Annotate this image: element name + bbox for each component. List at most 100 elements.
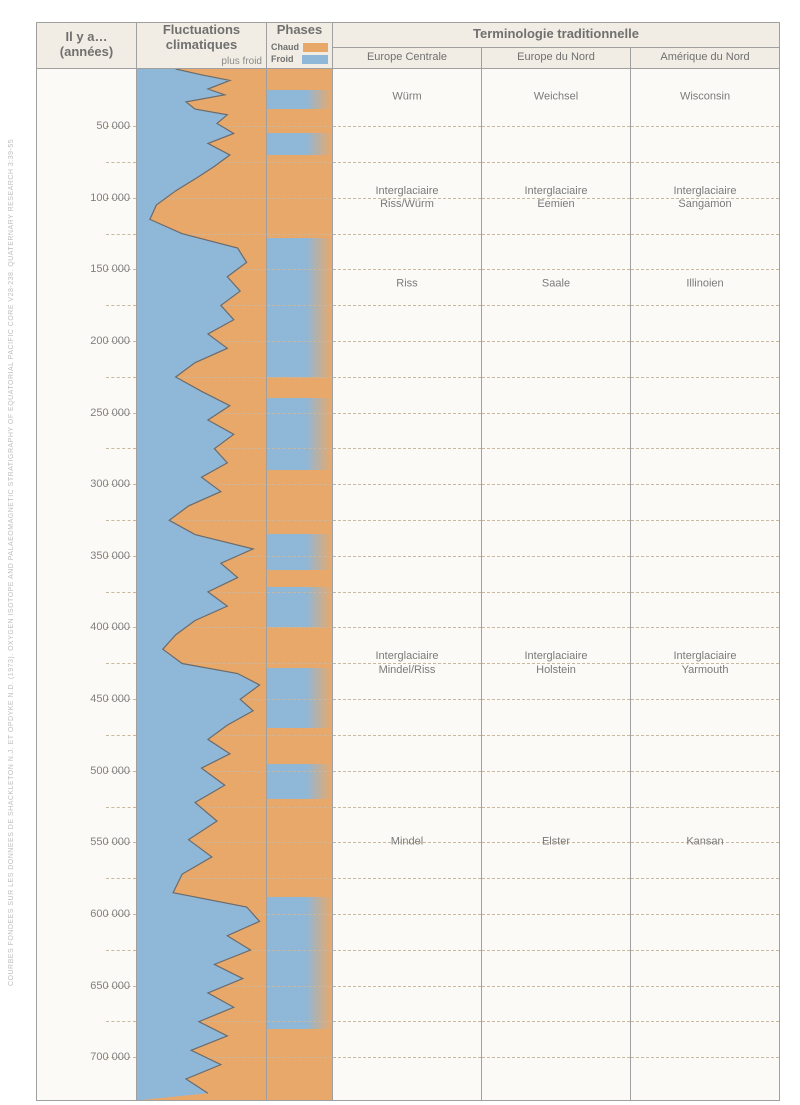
gridline (267, 341, 332, 342)
hdr-term-group-label: Terminologie traditionnelle (473, 26, 639, 41)
term-europe-nord: WeichselInterglaciaire EemienSaaleInterg… (482, 69, 630, 1100)
hdr-eur-c: Europe Centrale (333, 47, 482, 68)
year-label: 350 000 (90, 550, 130, 562)
gridline (267, 663, 332, 664)
gridline (631, 556, 779, 557)
year-tick (106, 520, 136, 521)
year-tick (106, 950, 136, 951)
gridline (333, 592, 481, 593)
gridline (333, 807, 481, 808)
gridline (631, 377, 779, 378)
gridline (267, 842, 332, 843)
term-label: Kansan (631, 836, 779, 849)
term-label: Wisconsin (631, 91, 779, 104)
gridline (482, 520, 630, 521)
years-axis-cell: 50 000100 000150 000200 000250 000300 00… (37, 68, 137, 1100)
phases-column (267, 69, 332, 1100)
gridline (267, 771, 332, 772)
legend-cold-label: Froid (271, 54, 294, 64)
term-eurn-cell: WeichselInterglaciaire EemienSaaleInterg… (482, 68, 631, 1100)
table-header: Il y a… (années) Fluctuations climatique… (37, 23, 780, 69)
term-amerique-nord: WisconsinInterglaciaire SangamonIllinoie… (631, 69, 779, 1100)
gridline (631, 771, 779, 772)
year-tick (106, 305, 136, 306)
gridline (333, 771, 481, 772)
gridline (631, 484, 779, 485)
gridline (267, 305, 332, 306)
gridline (333, 878, 481, 879)
hdr-eur-c-label: Europe Centrale (367, 51, 447, 63)
gridline (631, 448, 779, 449)
year-tick (106, 377, 136, 378)
gridline (631, 592, 779, 593)
year-tick (106, 162, 136, 163)
gridline (333, 448, 481, 449)
phase-cold-band (267, 90, 332, 109)
phase-cold-band (267, 238, 332, 377)
fluct-cell (137, 68, 267, 1100)
gridline (267, 126, 332, 127)
gridline (267, 735, 332, 736)
gridline (482, 914, 630, 915)
gridline (482, 950, 630, 951)
gridline (267, 878, 332, 879)
hdr-years-label: Il y a… (années) (60, 29, 113, 59)
gridline (631, 627, 779, 628)
legend-warm-label: Chaud (271, 42, 299, 52)
year-label: 150 000 (90, 263, 130, 275)
gridline (333, 377, 481, 378)
gridline (482, 699, 630, 700)
years-axis: 50 000100 000150 000200 000250 000300 00… (37, 69, 136, 1100)
gridline (267, 807, 332, 808)
term-label: Saale (482, 277, 630, 290)
term-label: Illinoien (631, 277, 779, 290)
phases-cell (267, 68, 333, 1100)
gridline (267, 234, 332, 235)
gridline (333, 950, 481, 951)
page: COURBES FONDÉES SUR LES DONNÉES DE SHACK… (0, 0, 800, 1105)
gridline (267, 627, 332, 628)
gridline (333, 986, 481, 987)
gridline (482, 771, 630, 772)
year-label: 300 000 (90, 478, 130, 490)
gridline (333, 126, 481, 127)
year-tick (106, 234, 136, 235)
hdr-phases-label: Phases (277, 22, 323, 37)
gridline (631, 735, 779, 736)
phase-cold-band (267, 398, 332, 470)
gridline (333, 413, 481, 414)
gridline (482, 234, 630, 235)
year-label: 250 000 (90, 407, 130, 419)
gridline (333, 914, 481, 915)
gridline (631, 234, 779, 235)
hdr-eur-n: Europe du Nord (482, 47, 631, 68)
year-label: 550 000 (90, 836, 130, 848)
legend-warm-swatch (303, 43, 328, 52)
hdr-am-n: Amérique du Nord (631, 47, 780, 68)
gridline (482, 556, 630, 557)
year-label: 100 000 (90, 192, 130, 204)
gridline (333, 305, 481, 306)
gridline (267, 448, 332, 449)
phases-legend: Chaud Froid (267, 40, 332, 67)
gridline (631, 126, 779, 127)
gridline (631, 341, 779, 342)
legend-cold-swatch (302, 55, 328, 64)
gridline (631, 699, 779, 700)
term-europe-centrale: WürmInterglaciaire Riss/WürmRissIntergla… (333, 69, 481, 1100)
phase-cold-band (267, 587, 332, 627)
gridline (482, 126, 630, 127)
phase-cold-band (267, 897, 332, 1029)
term-label: Weichsel (482, 91, 630, 104)
gridline (267, 269, 332, 270)
phase-cold-band (267, 133, 332, 154)
hdr-years: Il y a… (années) (37, 23, 137, 69)
gridline (267, 950, 332, 951)
gridline (482, 878, 630, 879)
gridline (482, 341, 630, 342)
gridline (267, 699, 332, 700)
source-citation: COURBES FONDÉES SUR LES DONNÉES DE SHACK… (8, 60, 26, 1065)
gridline (267, 986, 332, 987)
hdr-fluct-label: Fluctuations climatiques (163, 22, 240, 52)
gridline (482, 377, 630, 378)
